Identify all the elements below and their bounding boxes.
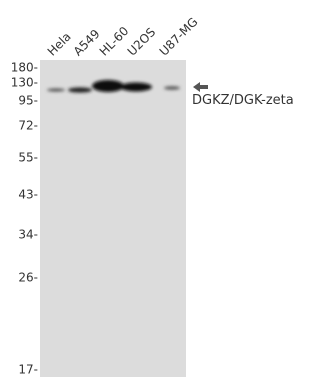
marker-labels: 180-130- 95- 72- 55- 43- 34- 26- 17- [11, 61, 38, 377]
marker-label: 17- [18, 363, 38, 377]
marker-label: 130- [11, 76, 38, 90]
band-u87mg [164, 86, 180, 90]
lane-label: U2OS [125, 25, 159, 59]
band-u2os [120, 83, 152, 92]
lane-label: A549 [71, 27, 103, 59]
marker-label: 43- [18, 188, 38, 202]
page: {"lanes": ["Hela", "A549", "HL-60", "U2O… [0, 0, 298, 381]
marker-label: 26- [18, 271, 38, 285]
lane-label: Hela [45, 30, 74, 59]
band-label: DGKZ/DGK-zeta [192, 93, 294, 108]
lane-label: U87-MG [157, 15, 201, 59]
marker-label: 34- [18, 228, 38, 242]
band-hela [47, 88, 65, 91]
band-a549 [68, 87, 92, 92]
marker-label: 72- [18, 119, 38, 133]
blot-membrane [40, 60, 186, 377]
band-hl60 [92, 80, 124, 92]
band-arrow [193, 82, 208, 92]
marker-label: 180- [11, 61, 38, 75]
lane-label: HL-60 [97, 24, 132, 59]
marker-label: 55- [18, 151, 38, 165]
marker-label: 95- [18, 94, 38, 108]
